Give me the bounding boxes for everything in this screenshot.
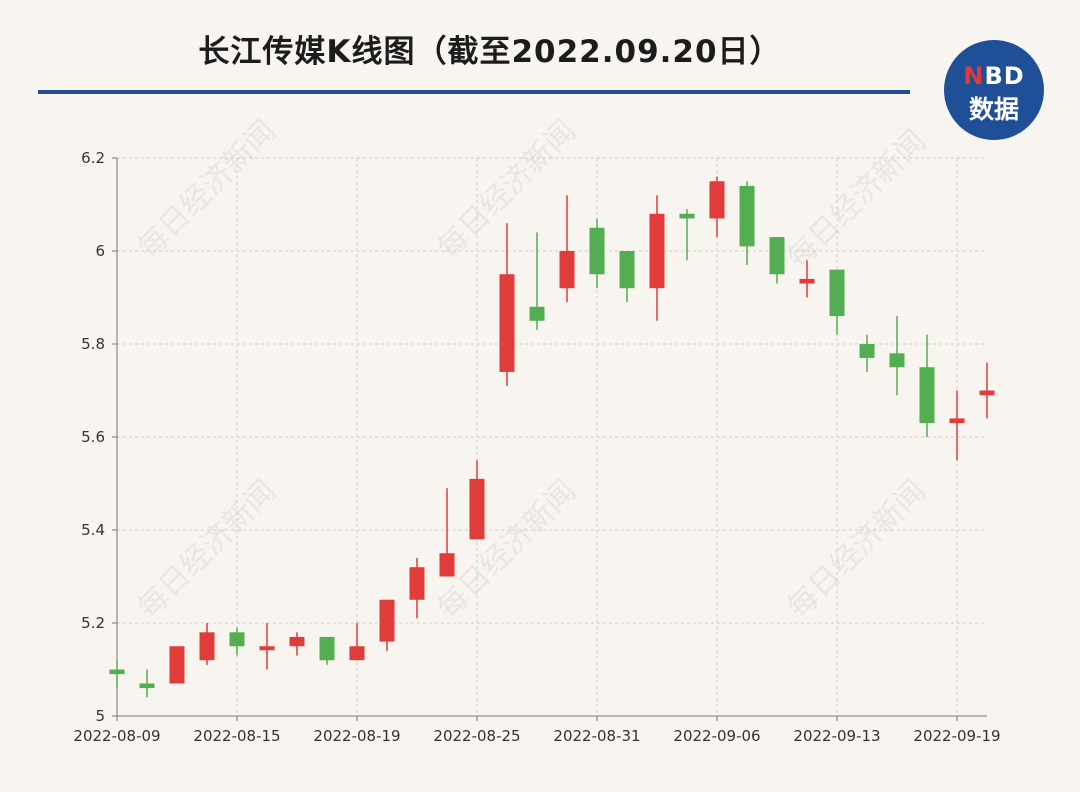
candle-body xyxy=(529,306,545,321)
y-tick-labels: 5 5.2 5.4 5.6 5.8 6 6.2 xyxy=(81,149,105,725)
x-tick-labels: 2022-08-09 2022-08-15 2022-08-19 2022-08-25… xyxy=(73,727,1000,745)
candle xyxy=(769,237,785,284)
candle-body xyxy=(379,599,395,642)
x-tick-label: 2022-08-19 xyxy=(313,727,400,745)
watermark-text: 每日经济新闻 xyxy=(781,474,933,626)
x-tick-label: 2022-08-15 xyxy=(193,727,280,745)
x-tick-label: 2022-09-06 xyxy=(673,727,760,745)
candle-body xyxy=(889,353,905,368)
candles xyxy=(109,176,995,698)
candle-body xyxy=(919,367,935,424)
candle-body xyxy=(829,269,845,317)
candle-body xyxy=(619,251,635,289)
candle-body xyxy=(439,553,455,577)
candle-body xyxy=(679,213,695,219)
candle xyxy=(409,557,425,619)
candle-body xyxy=(769,237,785,275)
watermark-text: 每日经济新闻 xyxy=(431,474,583,626)
logo-bd-letters: BD xyxy=(984,62,1025,90)
y-tick-label: 6 xyxy=(95,242,105,260)
candle-body xyxy=(169,646,185,684)
candle xyxy=(649,195,665,321)
candle xyxy=(529,232,545,331)
candle-body xyxy=(739,185,755,247)
watermark-text: 每日经济新闻 xyxy=(781,124,933,276)
candle xyxy=(589,218,605,289)
candle-body xyxy=(139,683,155,689)
candle xyxy=(979,362,995,419)
candle xyxy=(229,627,245,656)
candle xyxy=(379,599,395,651)
x-tick-label: 2022-08-25 xyxy=(433,727,520,745)
x-tick-label: 2022-09-19 xyxy=(913,727,1000,745)
y-tick-label: 5.8 xyxy=(81,335,105,353)
candle-body xyxy=(979,390,995,396)
candle xyxy=(739,181,755,265)
candle-body xyxy=(499,274,515,372)
candle-body xyxy=(799,278,815,284)
candle xyxy=(199,623,215,665)
watermark-text: 每日经济新闻 xyxy=(131,114,283,266)
candle xyxy=(889,316,905,396)
candle-body xyxy=(949,418,965,424)
candle-body xyxy=(229,632,245,647)
logo-n-letter: N xyxy=(963,62,985,90)
candle xyxy=(259,623,275,670)
y-tick-label: 5.6 xyxy=(81,428,105,446)
candle xyxy=(469,460,485,540)
candle xyxy=(499,223,515,386)
candle xyxy=(919,334,935,437)
candle xyxy=(829,269,845,335)
candle-body xyxy=(289,636,305,647)
axes xyxy=(112,157,987,721)
candle-body xyxy=(469,478,485,540)
x-tick-label: 2022-08-31 xyxy=(553,727,640,745)
candle xyxy=(289,632,305,656)
candle xyxy=(319,636,335,665)
watermark-text: 每日经济新闻 xyxy=(131,474,283,626)
candle-body xyxy=(319,636,335,661)
y-tick-label: 5 xyxy=(95,707,105,725)
candle-body xyxy=(349,646,365,661)
candle-body xyxy=(109,669,125,675)
candle xyxy=(949,390,965,461)
chart-title: 长江传媒K线图（截至2022.09.20日） xyxy=(198,34,782,70)
candle xyxy=(349,623,365,661)
candle-body xyxy=(589,227,605,275)
candle xyxy=(679,209,695,261)
candle xyxy=(859,334,875,372)
candle xyxy=(559,195,575,303)
x-tick-label: 2022-09-13 xyxy=(793,727,880,745)
candle-body xyxy=(259,646,275,651)
candle xyxy=(139,669,155,698)
logo-nbd-text: NBD xyxy=(944,62,1044,90)
candle-body xyxy=(559,251,575,289)
candle-body xyxy=(409,567,425,600)
title-underline xyxy=(38,90,910,94)
gridlines xyxy=(116,157,987,716)
candle-body xyxy=(199,632,215,661)
candle xyxy=(709,176,725,238)
logo-data-text: 数据 xyxy=(968,95,1019,124)
candle-body xyxy=(859,344,875,358)
candle xyxy=(619,251,635,303)
candle-body xyxy=(649,213,665,289)
x-tick-label: 2022-08-09 xyxy=(73,727,160,745)
nbd-data-logo: NBD 数据 xyxy=(944,40,1044,140)
candle xyxy=(109,660,125,689)
candle xyxy=(169,646,185,684)
y-tick-label: 6.2 xyxy=(81,149,105,167)
y-tick-label: 5.2 xyxy=(81,614,105,632)
candle-body xyxy=(709,181,725,219)
candle xyxy=(799,260,815,298)
candle xyxy=(439,488,455,577)
y-tick-label: 5.4 xyxy=(81,521,105,539)
